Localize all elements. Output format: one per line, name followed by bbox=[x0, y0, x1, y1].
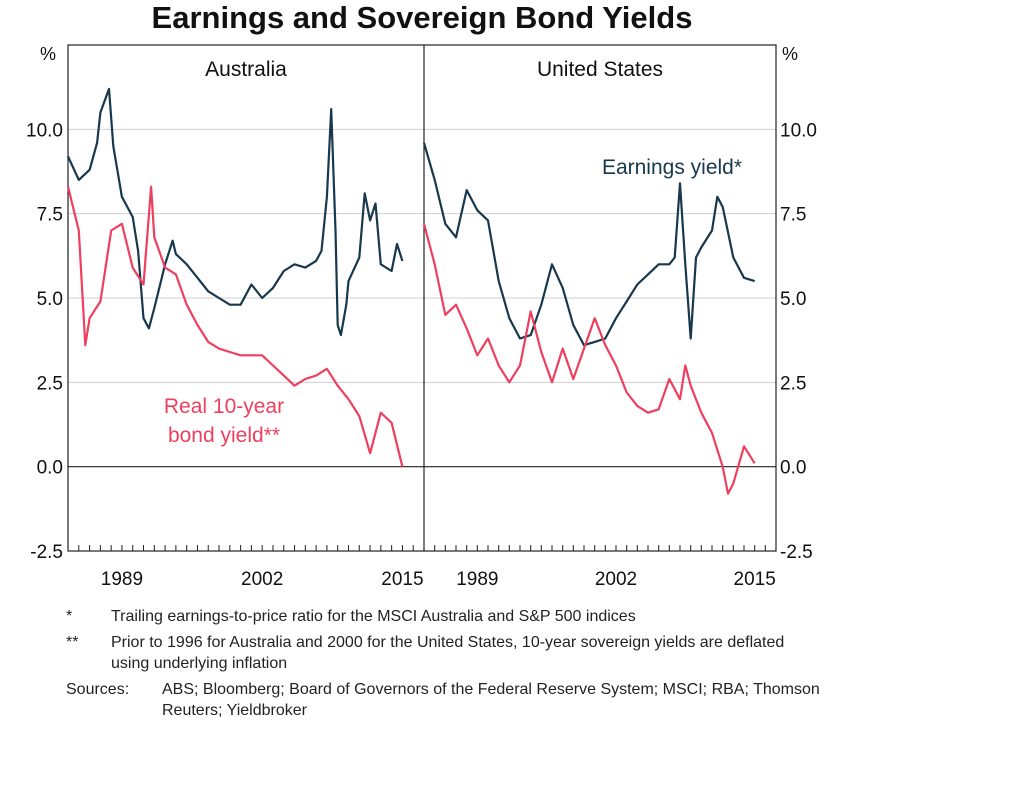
plot-area: -2.5 -2.5 0.0 0.0 2.5 2.5 5.0 5.0 7.5 7.5 10.0 10.0… bbox=[26, 44, 817, 590]
y-tick-right-4: 7.5 bbox=[780, 205, 806, 226]
plot-frame bbox=[67, 44, 777, 552]
real-bond-yield-label-line1: Real 10-year bbox=[164, 395, 284, 418]
chart-title: Earnings and Sovereign Bond Yields bbox=[152, 0, 693, 35]
x-tick-label-1-2: 2015 bbox=[734, 569, 776, 590]
earnings-yield-label: Earnings yield* bbox=[602, 156, 742, 179]
x-tick-label-0-2: 2015 bbox=[381, 569, 423, 590]
sources: Sources: ABS; Bloomberg; Board of Govern… bbox=[66, 679, 826, 721]
y-tick-right-0: -2.5 bbox=[780, 542, 813, 563]
y-tick-right-2: 2.5 bbox=[780, 373, 806, 394]
chart: Earnings and Sovereign Bond Yields -2.5-… bbox=[26, 0, 817, 590]
footnote-1: * Trailing earnings-to-price ratio for t… bbox=[66, 606, 826, 627]
y-tick-left-4: 7.5 bbox=[37, 205, 63, 226]
y-tick-right-3: 5.0 bbox=[780, 289, 806, 310]
y-unit-left: % bbox=[40, 44, 56, 64]
real-bond-yield-line-0 bbox=[66, 185, 404, 467]
y-tick-left-2: 2.5 bbox=[37, 373, 63, 394]
y-tick-right-5: 10.0 bbox=[780, 120, 817, 141]
earnings-yield-line-1 bbox=[422, 142, 756, 347]
y-tick-left-1: 0.0 bbox=[37, 458, 63, 479]
y-tick-left-3: 5.0 bbox=[37, 289, 63, 310]
x-tick-label-0-1: 2002 bbox=[241, 569, 283, 590]
y-tick-left-5: 10.0 bbox=[26, 120, 63, 141]
footnote-1-text: Trailing earnings-to-price ratio for the… bbox=[111, 608, 636, 625]
sources-text: ABS; Bloomberg; Board of Governors of th… bbox=[162, 681, 820, 719]
panel-title-0: Australia bbox=[205, 58, 287, 81]
earnings-yield-line-0 bbox=[66, 87, 404, 337]
footnote-2: ** Prior to 1996 for Australia and 2000 … bbox=[66, 632, 826, 674]
y-unit-right: % bbox=[782, 44, 798, 64]
y-tick-right-1: 0.0 bbox=[780, 458, 806, 479]
x-tick-label-1-0: 1989 bbox=[456, 569, 498, 590]
panel-title-1: United States bbox=[537, 58, 663, 81]
x-tick-label-1-1: 2002 bbox=[595, 569, 637, 590]
footnote-2-mark: ** bbox=[66, 634, 79, 651]
x-tick-label-0-0: 1989 bbox=[101, 569, 143, 590]
sources-label: Sources: bbox=[66, 681, 130, 698]
real-bond-yield-line-1 bbox=[422, 223, 756, 495]
y-tick-left-0: -2.5 bbox=[30, 542, 63, 563]
footnotes: * Trailing earnings-to-price ratio for t… bbox=[66, 606, 826, 726]
footnote-2-text: Prior to 1996 for Australia and 2000 for… bbox=[111, 634, 785, 672]
footnote-1-mark: * bbox=[66, 608, 73, 625]
real-bond-yield-label-line2: bond yield** bbox=[168, 424, 280, 447]
